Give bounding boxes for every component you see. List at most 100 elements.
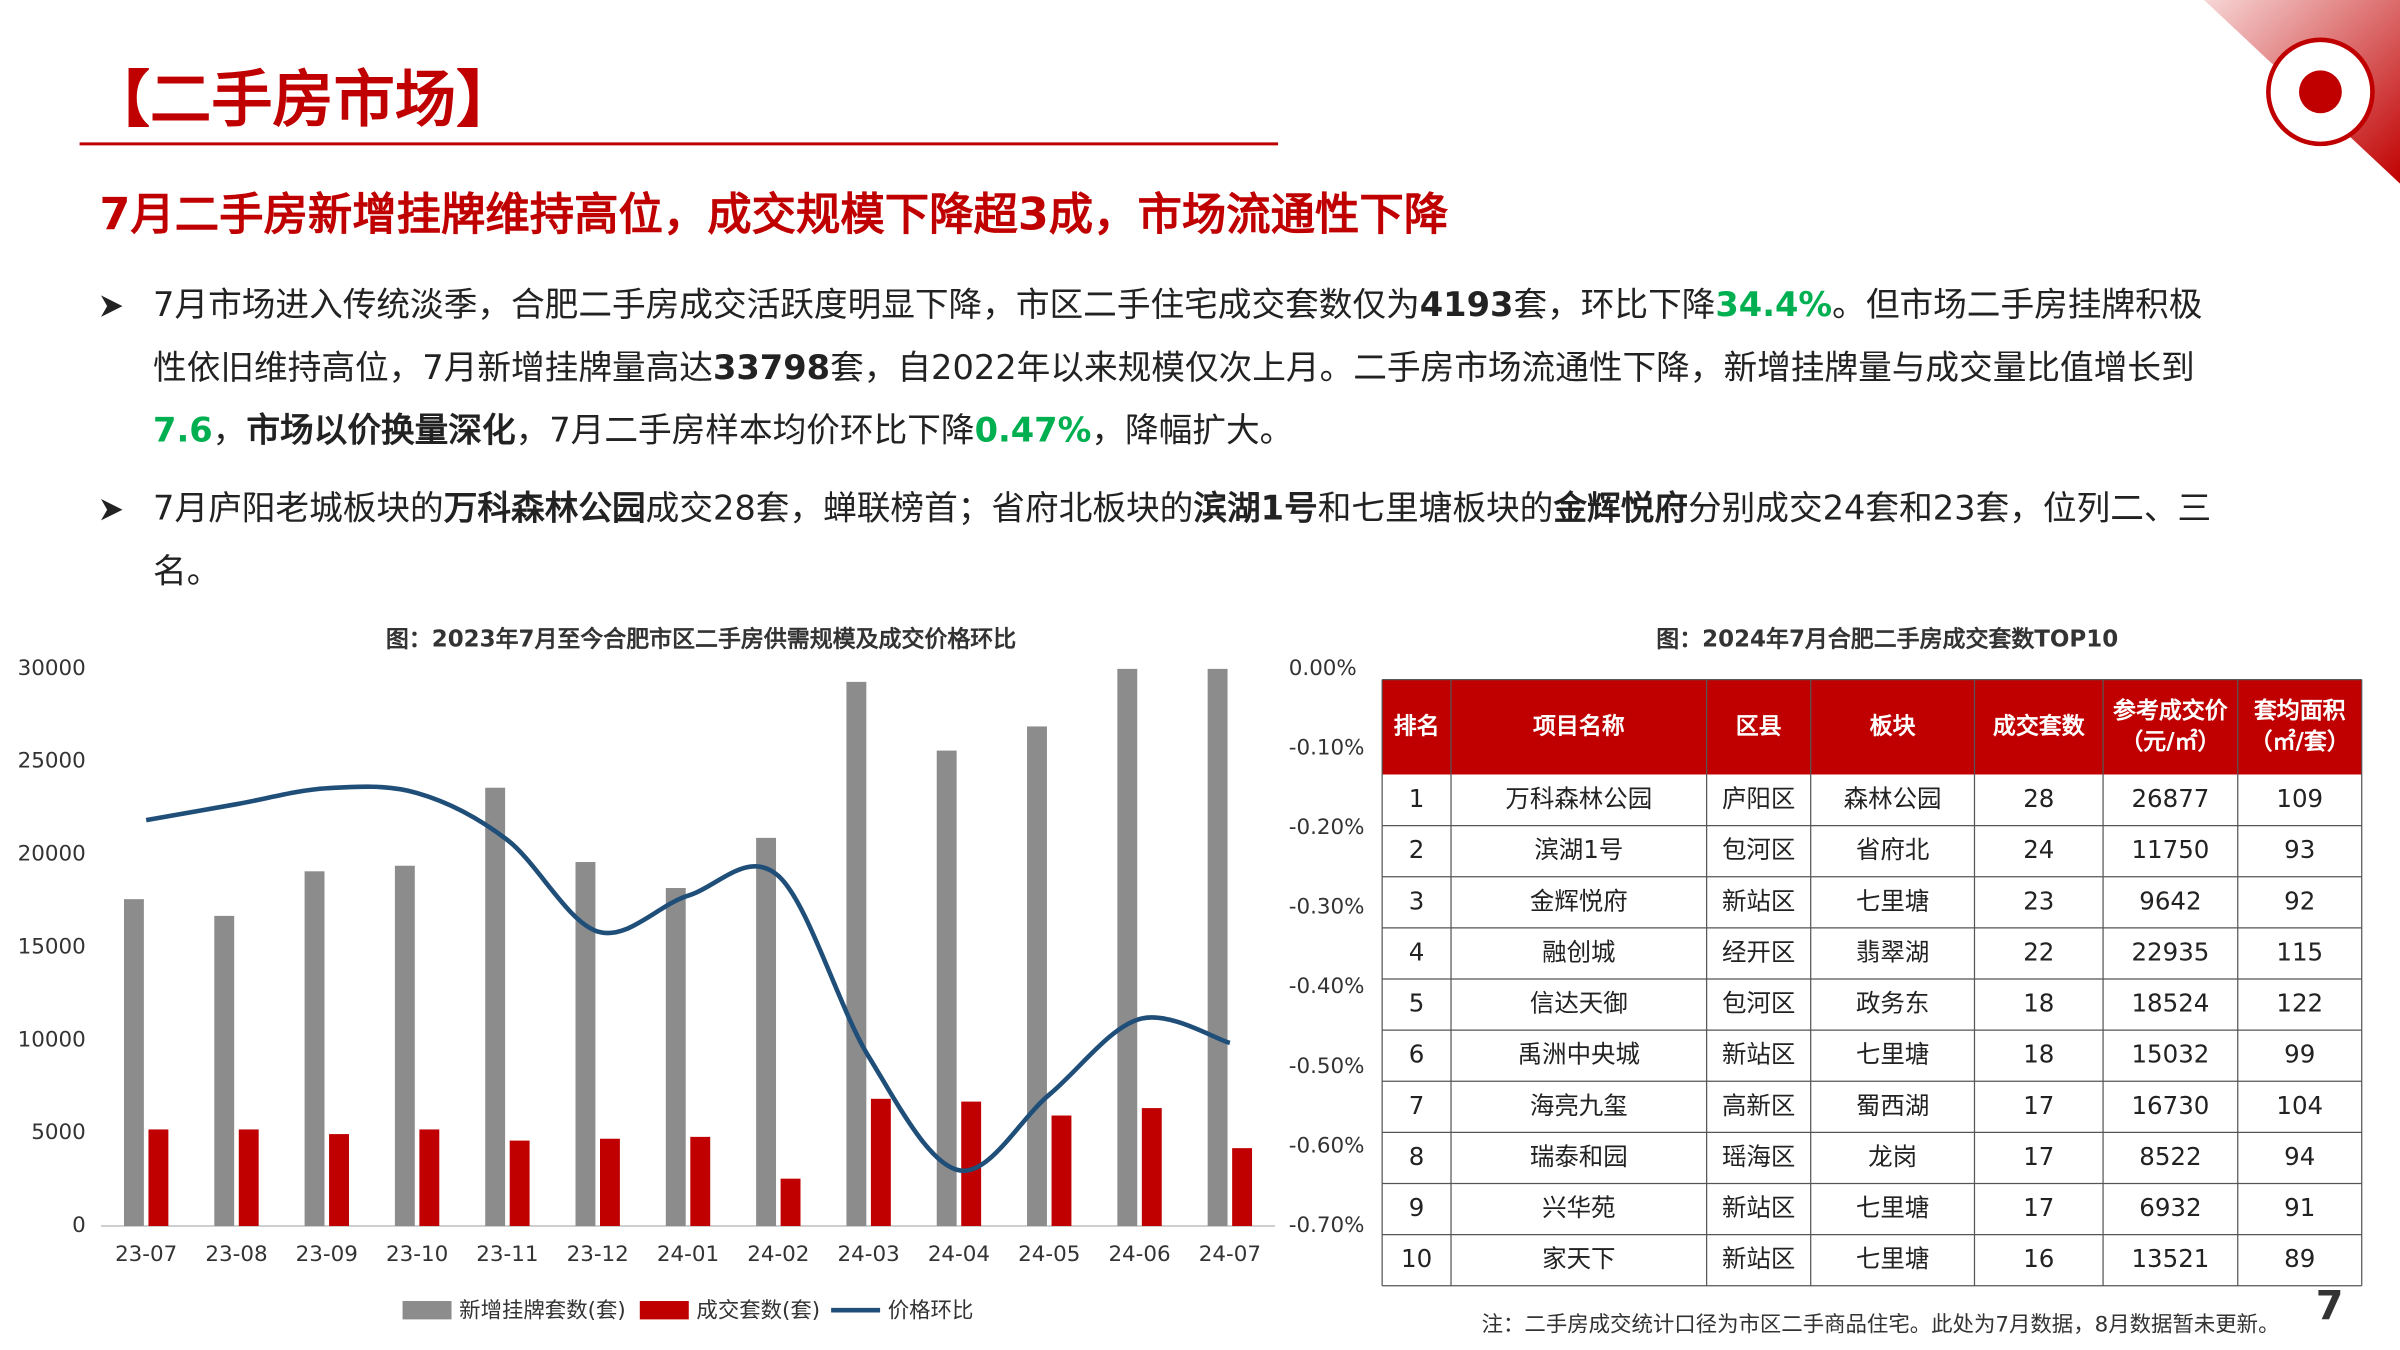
logo-center — [2298, 70, 2342, 114]
bullet-text: 和七里塘板块的 — [1318, 488, 1554, 527]
bar — [329, 1134, 349, 1227]
bullet-text: ，7月二手房样本均价环比下降 — [516, 410, 975, 449]
y-tick-label: 20000 — [18, 842, 86, 867]
y-tick-label: 0 — [72, 1213, 86, 1238]
bullet-text: 套，自2022年以来规模仅次上月。二手房市场流通性下降，新增挂牌量与成交量比值增… — [830, 347, 2195, 386]
bullet-arrow — [101, 295, 123, 317]
bar — [123, 899, 144, 1227]
bullet-line: 7月市场进入传统淡季，合肥二手房成交活跃度明显下降，市区二手住宅成交套数仅为41… — [153, 285, 2202, 324]
table-cell: 91 — [2284, 1193, 2315, 1222]
bullet-text: 33798 — [713, 347, 830, 386]
bullet-text: 。但市场二手房挂牌积极 — [1832, 285, 2202, 324]
bullet-text: 7月市场进入传统淡季，合肥二手房成交活跃度明显下降，市区二手住宅成交套数仅为 — [153, 285, 1420, 324]
table-cell: 9 — [1409, 1193, 1425, 1222]
table-cell: 3 — [1409, 886, 1425, 915]
legend-swatch — [639, 1301, 689, 1320]
x-tick-label: 24-07 — [1199, 1242, 1261, 1267]
x-tick-label: 24-02 — [747, 1242, 809, 1267]
table-cell: 11750 — [2131, 835, 2209, 864]
legend-swatch — [402, 1301, 452, 1320]
table-cell: 蜀西湖 — [1856, 1091, 1929, 1120]
bullet-line: 性依旧维持高位，7月新增挂牌量高达33798套，自2022年以来规模仅次上月。二… — [153, 347, 2195, 386]
table-cell: 22 — [2023, 937, 2054, 966]
bar — [936, 750, 957, 1227]
table-cell: 滨湖1号 — [1534, 835, 1623, 864]
table-cell: 9642 — [2139, 886, 2201, 915]
bullet-line: 名。 — [153, 551, 220, 590]
table-cell: 经开区 — [1722, 937, 1795, 966]
table-cell: 政务东 — [1856, 989, 1929, 1018]
bar — [419, 1129, 440, 1227]
table-header: 项目名称 — [1533, 713, 1625, 740]
bar — [214, 915, 235, 1227]
bullet-line: 7月庐阳老城板块的万科森林公园成交28套，蝉联榜首；省府北板块的滨湖1号和七里塘… — [153, 488, 2211, 527]
table-cell: 七里塘 — [1856, 1040, 1929, 1069]
chart-title: 图：2023年7月至今合肥市区二手房供需规模及成交价格环比 — [386, 625, 1016, 652]
x-tick-label: 24-01 — [657, 1242, 719, 1267]
table-cell: 七里塘 — [1856, 1193, 1929, 1222]
bullet-text: ， — [213, 410, 247, 449]
page-title: 【二手房市场】 — [89, 65, 518, 136]
bullet-text: 万科森林公园 — [444, 488, 646, 527]
page-number: 7 — [2316, 1283, 2344, 1329]
table-cell: 2 — [1409, 835, 1425, 864]
bullets: 7月市场进入传统淡季，合肥二手房成交活跃度明显下降，市区二手住宅成交套数仅为41… — [101, 285, 2211, 590]
bar — [1117, 668, 1138, 1227]
table-cell: 融创城 — [1542, 937, 1615, 966]
table-cell: 新站区 — [1722, 1040, 1795, 1069]
table-cell: 省府北 — [1856, 835, 1929, 864]
table-cell: 金辉悦府 — [1530, 886, 1628, 915]
y2-tick-label: -0.10% — [1289, 735, 1365, 760]
table-cell: 24 — [2023, 835, 2054, 864]
bullet-text: 名。 — [153, 551, 220, 590]
bullet-text: 34.4% — [1715, 285, 1832, 324]
bullet-text: 性依旧维持高位，7月新增挂牌量高达 — [153, 347, 713, 386]
y2-tick-label: -0.70% — [1289, 1213, 1365, 1238]
table-cell: 包河区 — [1722, 835, 1795, 864]
table-cell: 新站区 — [1722, 1244, 1795, 1273]
table-header: 排名 — [1394, 713, 1440, 740]
table-cell: 93 — [2284, 835, 2315, 864]
bullet-text: ，降幅扩大。 — [1091, 410, 1293, 449]
bar — [509, 1140, 530, 1227]
table-cell: 122 — [2276, 989, 2323, 1018]
bar — [238, 1129, 259, 1227]
table-cell: 17 — [2023, 1193, 2054, 1222]
table-header: 板块 — [1870, 714, 1916, 740]
table-cell: 10 — [1401, 1244, 1432, 1273]
bullet-text: 0.47% — [975, 410, 1092, 449]
bar — [665, 888, 686, 1227]
table-cell: 18 — [2023, 989, 2054, 1018]
y2-tick-label: -0.50% — [1289, 1054, 1365, 1079]
table-cell: 万科森林公园 — [1505, 784, 1652, 813]
table-cell: 104 — [2276, 1091, 2323, 1120]
x-tick-label: 24-05 — [1018, 1242, 1080, 1267]
table-cell: 89 — [2284, 1244, 2315, 1273]
x-tick-label: 23-09 — [296, 1242, 358, 1267]
legend-label: 成交套数(套) — [696, 1299, 820, 1324]
table-cell: 5 — [1409, 989, 1425, 1018]
legend-label: 价格环比 — [888, 1299, 974, 1324]
bullet-arrow — [101, 498, 123, 521]
table-header: （㎡/套） — [2250, 728, 2350, 755]
bar — [756, 837, 777, 1227]
bar — [690, 1136, 711, 1227]
table-cell: 99 — [2284, 1040, 2315, 1069]
x-tick-label: 23-08 — [205, 1242, 267, 1267]
table-cell: 禹洲中央城 — [1518, 1040, 1640, 1069]
table-cell: 26877 — [2131, 784, 2209, 813]
y2-tick-label: -0.60% — [1289, 1133, 1365, 1158]
table-cell: 森林公园 — [1844, 784, 1942, 813]
table-header: 区县 — [1736, 714, 1782, 740]
table-cell: 兴华苑 — [1542, 1193, 1615, 1222]
table-cell: 翡翠湖 — [1856, 937, 1929, 966]
table-cell: 七里塘 — [1856, 886, 1929, 915]
table-cell: 海亮九玺 — [1530, 1091, 1628, 1120]
table-cell: 1 — [1409, 784, 1425, 813]
bars — [123, 668, 1253, 1227]
bullet-text: 滨湖1号 — [1193, 488, 1317, 527]
table-cell: 包河区 — [1722, 989, 1795, 1018]
table-cell: 23 — [2023, 886, 2054, 915]
table-cell: 22935 — [2131, 937, 2209, 966]
